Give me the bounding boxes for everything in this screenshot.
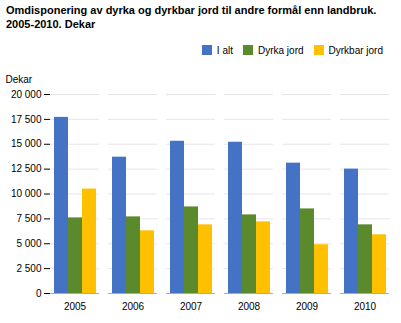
html-text:Omdisponering av dyrka og dyrk: Omdisponering av dyrka og dyrkbar jord t…	[6, 4, 377, 16]
svg-text:2007: 2007	[180, 300, 203, 311]
html-text:2005-2010. Dekar: 2005-2010. Dekar	[6, 17, 96, 30]
svg-text:0: 0	[36, 287, 42, 298]
svg-text:7 500: 7 500	[16, 213, 41, 224]
svg-text:5 000: 5 000	[16, 237, 41, 248]
svg-text:17 500: 17 500	[11, 113, 42, 124]
svg-text:2010: 2010	[354, 300, 377, 311]
svg-text:10 000: 10 000	[11, 188, 42, 199]
svg-text:12 500: 12 500	[11, 163, 42, 174]
svg-text:2006: 2006	[122, 300, 145, 311]
svg-text:Dekar: Dekar	[6, 73, 33, 84]
svg-text:2005: 2005	[64, 300, 87, 311]
svg-text:15 000: 15 000	[11, 138, 42, 149]
svg-text:2 500: 2 500	[16, 262, 41, 273]
html-text:I alt: I alt	[216, 44, 233, 56]
svg-text:20 000: 20 000	[11, 88, 42, 99]
html-text:Dyrkbar jord: Dyrkbar jord	[328, 44, 383, 56]
svg-text:2009: 2009	[296, 300, 319, 311]
html-text:Dyrka jord: Dyrka jord	[258, 44, 304, 56]
svg-text:2008: 2008	[238, 300, 261, 311]
